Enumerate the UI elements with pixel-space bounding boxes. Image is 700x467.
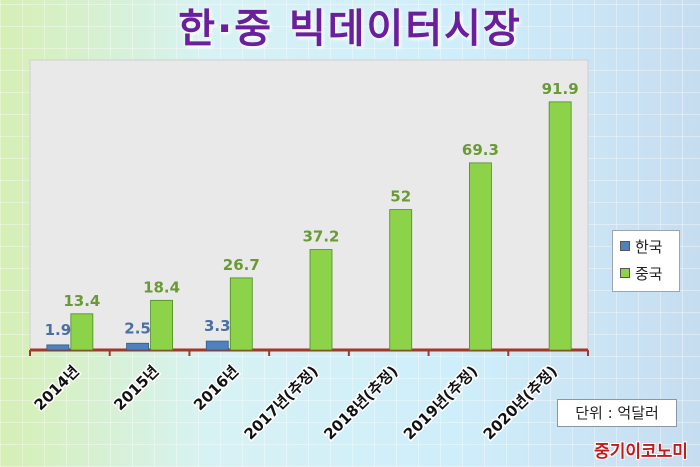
data-label-korea: 2.5 <box>124 319 151 337</box>
data-label-china: 37.2 <box>302 228 339 246</box>
data-label-korea: 3.3 <box>204 317 231 335</box>
bar-china <box>309 249 333 351</box>
bar-korea <box>46 344 70 351</box>
data-label-china: 26.7 <box>223 256 260 274</box>
data-label-china: 18.4 <box>143 278 180 296</box>
legend-swatch-china <box>620 268 630 278</box>
x-tick-label: 2018년(추정) <box>320 362 401 443</box>
bar-china <box>389 209 413 351</box>
data-label-china: 52 <box>390 188 411 206</box>
page-title: 한·중 빅데이터시장 <box>178 6 522 52</box>
data-label-korea: 1.9 <box>45 321 72 339</box>
legend-item-korea: 한국 <box>620 236 663 256</box>
plot-area <box>29 59 589 351</box>
data-label-china: 69.3 <box>462 141 499 159</box>
legend-label-china: 중국 <box>635 264 663 283</box>
legend-swatch-korea <box>620 241 630 251</box>
data-label-china: 91.9 <box>542 80 579 98</box>
legend-label-korea: 한국 <box>635 237 663 256</box>
bar-korea <box>205 340 229 351</box>
publisher-watermark: 중기이코노미 <box>594 442 688 462</box>
chart-legend: 한국 중국 <box>612 230 680 292</box>
x-tick-label: 2016년 <box>190 362 242 414</box>
bar-china <box>548 101 572 351</box>
bar-china <box>469 162 492 351</box>
bar-china <box>229 277 253 351</box>
x-tick-label: 2015년 <box>110 362 162 414</box>
bar-china <box>70 313 94 351</box>
x-tick-label: 2019년(추정) <box>400 362 481 443</box>
bar-china <box>150 299 173 351</box>
bar-korea <box>126 342 149 351</box>
x-tick-label: 2017년(추정) <box>241 362 322 443</box>
x-tick-label: 2020년(추정) <box>480 362 561 443</box>
legend-item-china: 중국 <box>620 263 663 283</box>
x-tick-label: 2014년 <box>31 362 83 414</box>
data-label-china: 13.4 <box>63 292 100 310</box>
unit-note: 단위 : 억달러 <box>557 399 677 427</box>
